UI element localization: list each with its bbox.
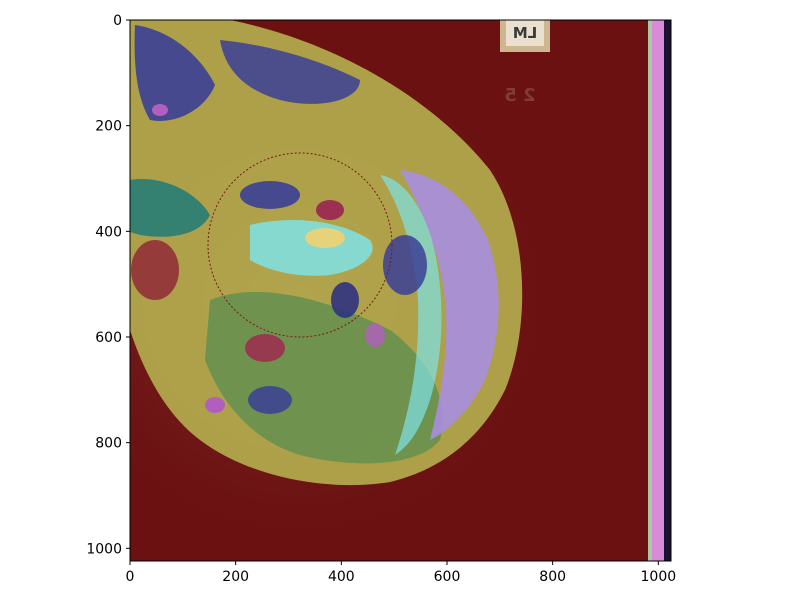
y-tick-label: 200 [95,119,122,135]
y-tick-label: 0 [113,13,122,29]
laterality-marker: LM [500,20,550,52]
tissue-region-crimson-2 [131,240,179,300]
tissue-region-magenta-1 [205,397,225,413]
tissue-region-blue-mid [240,181,300,209]
tissue-region-crimson-3 [316,200,344,220]
tissue-region-lavender [400,170,499,440]
plot-frame [129,19,672,562]
tissue-region-magenta-3 [365,323,385,347]
edge-strip-light [648,20,652,561]
y-tick-label: 400 [95,224,122,240]
x-tick-label: 200 [222,569,249,585]
image-panel: LM 2 5 [130,20,671,561]
tissue-region-teal [130,179,210,237]
y-tick-label: 1000 [86,541,122,557]
y-tick-label: 600 [95,330,122,346]
x-tick-label: 0 [126,569,135,585]
x-tick-label: 400 [328,569,355,585]
x-tick-label: 1000 [641,569,677,585]
edge-strip-dark [664,20,671,561]
tissue-region-crimson-1 [245,334,285,362]
tissue-region-cyan-rim [380,175,442,455]
tissue-region-blue-right [383,235,427,295]
y-axis: 0 200 400 600 800 1000 [86,13,130,557]
tissue-region-magenta-2 [152,104,168,116]
edge-strip-pink [652,20,664,561]
roi-circle [207,152,393,338]
x-axis: 0 200 400 600 800 1000 [126,561,677,585]
tissue-region-blue-top [134,25,215,121]
tissue-region-yellow-center [305,228,345,248]
laterality-marker-label: LM [513,24,538,42]
tissue-region-blue-bottom [331,282,359,318]
x-tick-label: 600 [434,569,461,585]
tissue-region-blue-lower [248,386,292,414]
y-tick-label: 800 [95,436,122,452]
marker-number: 2 5 [504,85,535,106]
tissue-region-blue-upper [220,40,360,104]
x-tick-label: 800 [539,569,566,585]
